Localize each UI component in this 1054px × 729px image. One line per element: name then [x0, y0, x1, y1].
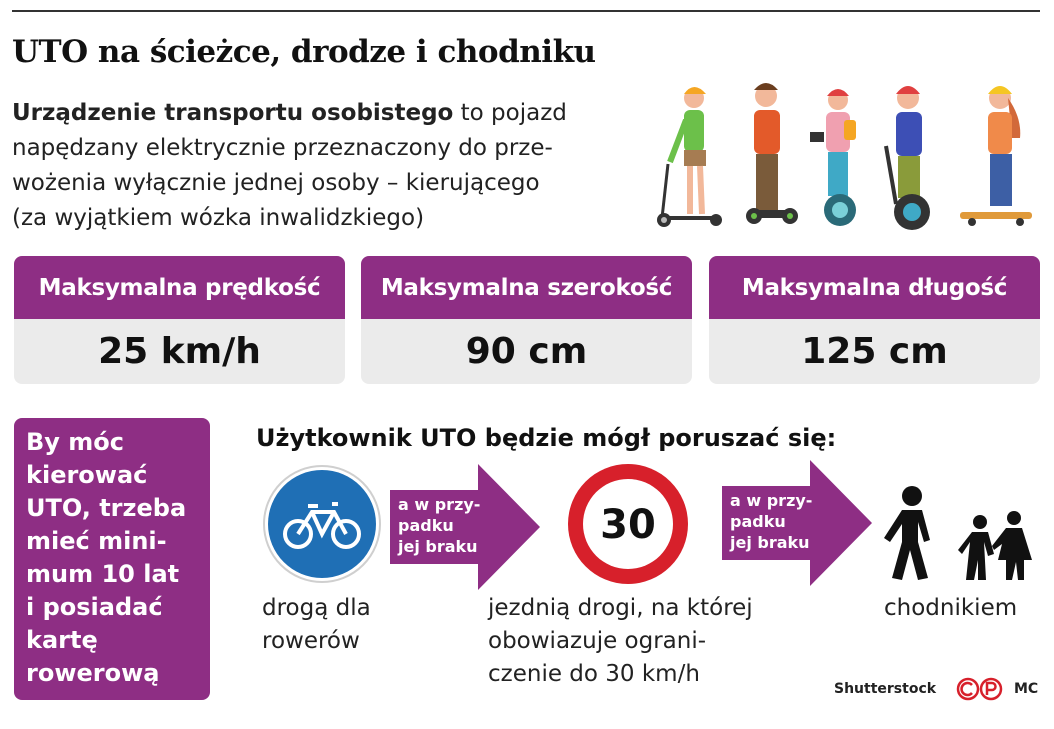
segway-rider-icon — [884, 86, 930, 230]
stat-max-length: Maksymalna długość 125 cm — [709, 256, 1040, 384]
source-credit: Shutterstock — [834, 681, 937, 697]
intro-line-4: (za wyjątkiem wózka inwalidzkiego) — [12, 205, 425, 231]
intro-line-2: napędzany elektrycznie przeznaczony do p… — [12, 135, 553, 161]
caption-line: rowerów — [262, 628, 360, 654]
copyright-logo-icon — [956, 677, 1003, 701]
caption-line: obowiazuje ograni- — [488, 628, 707, 654]
arrow-fallback-2: a w przy- padku jej braku — [722, 460, 872, 586]
age-requirement-box: By móc kierować UTO, trzeba mieć mini- m… — [14, 418, 210, 700]
pedestrians-icon — [884, 486, 1032, 580]
kick-scooter-rider-icon — [657, 87, 722, 227]
intro-line-1-rest: to pojazd — [453, 100, 567, 126]
age-line: mieć mini- — [26, 527, 167, 555]
age-line: i posiadać — [26, 593, 163, 621]
age-line: By móc — [26, 428, 125, 456]
stat-label: Maksymalna szerokość — [361, 256, 692, 319]
road-caption: jezdnią drogi, na której obowiazuje ogra… — [488, 592, 753, 691]
age-line: rowerową — [26, 659, 160, 687]
intro-line-3: wożenia wyłącznie jednej osoby – kierują… — [12, 170, 540, 196]
caption-line: jezdnią drogi, na której — [488, 595, 753, 621]
arrow-label-line: a w przy- — [398, 495, 481, 514]
arrow-label: a w przy- padku jej braku — [398, 494, 480, 557]
age-line: kartę — [26, 626, 98, 654]
author-credit: MC — [1014, 681, 1039, 697]
stat-max-width: Maksymalna szerokość 90 cm — [361, 256, 692, 384]
caption-line: drogą dla — [262, 595, 371, 621]
arrow-label-line: jej braku — [730, 533, 810, 552]
age-line: kierować — [26, 461, 148, 489]
speed-limit-30-sign-icon: 30 — [568, 464, 688, 584]
intro-text: Urządzenie transportu osobistego to poja… — [12, 96, 632, 236]
arrow-fallback-1: a w przy- padku jej braku — [390, 464, 540, 590]
speed-limit-value: 30 — [600, 502, 656, 548]
stat-value: 25 km/h — [14, 319, 345, 384]
riders-illustration — [657, 83, 1032, 230]
arrow-label-line: padku — [398, 516, 454, 535]
stat-label: Maksymalna prędkość — [14, 256, 345, 319]
stat-label: Maksymalna długość — [709, 256, 1040, 319]
top-rule — [12, 10, 1040, 12]
uses-title: Użytkownik UTO będzie mógł poruszać się: — [256, 424, 837, 452]
page-title: UTO na ścieżce, drodze i chodniku — [12, 34, 596, 70]
caption-line: czenie do 30 km/h — [488, 661, 700, 687]
bike-path-caption: drogą dla rowerów — [262, 592, 371, 658]
age-line: mum 10 lat — [26, 560, 180, 588]
stat-value: 90 cm — [361, 319, 692, 384]
age-line: UTO, trzeba — [26, 494, 187, 522]
arrow-label-line: a w przy- — [730, 491, 813, 510]
stat-max-speed: Maksymalna prędkość 25 km/h — [14, 256, 345, 384]
sidewalk-caption: chodnikiem — [884, 595, 1018, 621]
intro-line-1: Urządzenie transportu osobistego to poja… — [12, 96, 632, 131]
bicycle-path-sign-icon — [263, 465, 381, 583]
arrow-label: a w przy- padku jej braku — [730, 490, 812, 553]
arrow-label-line: jej braku — [398, 537, 478, 556]
right-arrow-icon — [722, 460, 872, 586]
right-arrow-icon — [390, 464, 540, 590]
arrow-label-line: padku — [730, 512, 786, 531]
hoverboard-rider-icon — [746, 83, 798, 224]
skateboard-rider-icon — [960, 86, 1032, 226]
stat-value: 125 cm — [709, 319, 1040, 384]
intro-bold: Urządzenie transportu osobistego — [12, 100, 454, 126]
unicycle-rider-icon — [810, 89, 856, 226]
